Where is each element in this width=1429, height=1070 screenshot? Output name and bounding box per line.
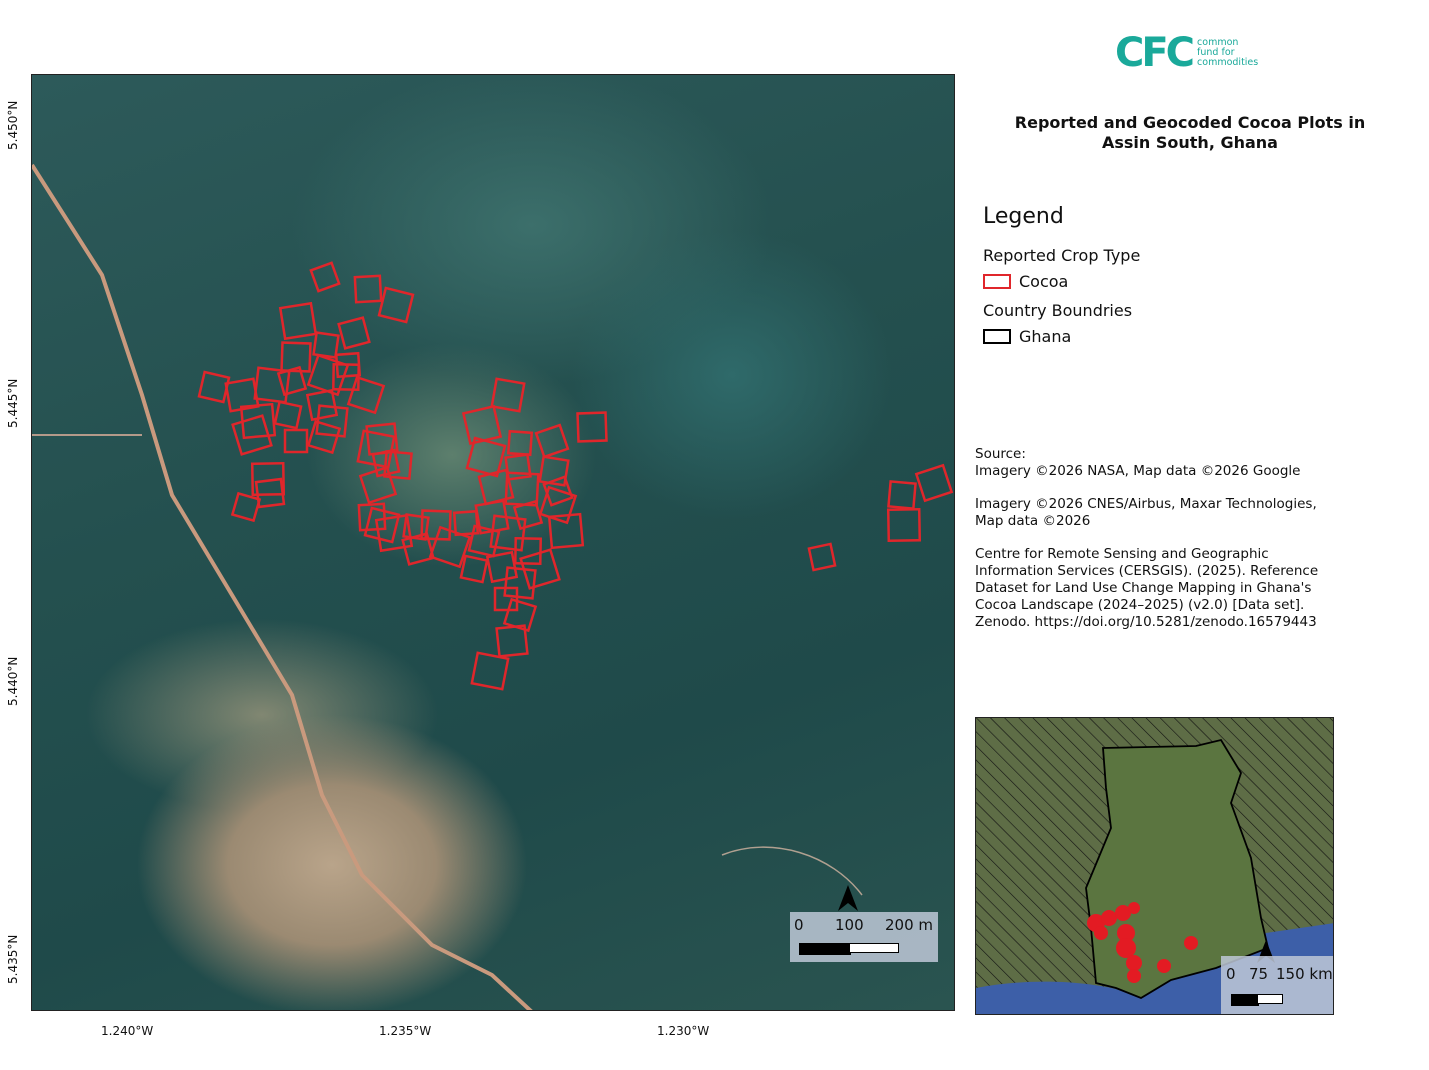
- cocoa-plot[interactable]: [358, 465, 398, 505]
- cocoa-plot[interactable]: [231, 414, 273, 456]
- cocoa-plot[interactable]: [519, 548, 561, 590]
- cocoa-plot[interactable]: [253, 366, 291, 404]
- ghana-swatch-icon: [983, 329, 1011, 344]
- cocoa-plot[interactable]: [489, 514, 527, 552]
- cocoa-plot[interactable]: [197, 370, 231, 404]
- cocoa-plot[interactable]: [346, 375, 386, 415]
- source-line: Imagery ©2026 CNES/Airbus, Maxar Technol…: [975, 496, 1317, 529]
- cocoa-plot[interactable]: [807, 542, 837, 572]
- cocoa-plot[interactable]: [512, 499, 544, 531]
- lat-label: 5.445°N: [6, 378, 20, 428]
- lat-label: 5.440°N: [6, 656, 20, 706]
- cocoa-plot[interactable]: [312, 331, 340, 359]
- cocoa-swatch-icon: [983, 274, 1011, 289]
- legend-label-ghana: Ghana: [1019, 327, 1072, 346]
- scale-bar: 0 100 200 m: [790, 912, 938, 962]
- lat-label: 5.450°N: [6, 100, 20, 150]
- cocoa-plot[interactable]: [474, 499, 510, 535]
- cocoa-plot[interactable]: [250, 461, 286, 497]
- cocoa-plot[interactable]: [914, 463, 954, 503]
- cocoa-plot[interactable]: [485, 550, 519, 584]
- cocoa-plot[interactable]: [374, 513, 414, 553]
- cfc-logo: CFC common fund for commodities: [1115, 33, 1258, 73]
- legend-heading-crop: Reported Crop Type: [983, 246, 1141, 265]
- source-text: Source: Imagery ©2026 NASA, Map data ©20…: [975, 446, 1345, 647]
- logo-text-3: commodities: [1197, 57, 1259, 68]
- legend-item-cocoa: Cocoa: [983, 272, 1068, 291]
- legend-heading-boundaries: Country Boundries: [983, 301, 1133, 320]
- cocoa-plot[interactable]: [514, 537, 542, 565]
- lon-label: 1.235°W: [379, 1024, 432, 1038]
- source-heading: Source:: [975, 446, 1026, 462]
- cocoa-plot[interactable]: [305, 388, 339, 422]
- cocoa-plot[interactable]: [886, 507, 922, 543]
- cocoa-plot[interactable]: [273, 400, 303, 430]
- logo-mark: CFC: [1115, 30, 1195, 76]
- cocoa-plot[interactable]: [459, 554, 489, 584]
- lon-label: 1.240°W: [101, 1024, 154, 1038]
- cocoa-plot[interactable]: [470, 651, 510, 691]
- scale-label: 150 km: [1276, 965, 1333, 983]
- cocoa-plot[interactable]: [357, 502, 387, 532]
- lon-label: 1.230°W: [657, 1024, 710, 1038]
- cocoa-plot[interactable]: [363, 506, 401, 544]
- cocoa-plot[interactable]: [401, 532, 435, 566]
- cocoa-plot[interactable]: [383, 450, 413, 480]
- cocoa-plot[interactable]: [337, 316, 371, 350]
- track: [721, 846, 863, 896]
- cocoa-plot[interactable]: [493, 586, 519, 612]
- legend-item-ghana: Ghana: [983, 327, 1071, 346]
- cocoa-plot[interactable]: [353, 274, 383, 304]
- scale-label: 200 m: [885, 916, 934, 934]
- cocoa-plot[interactable]: [254, 477, 286, 509]
- inset-scale-bar: 0 75 150 km: [1221, 956, 1333, 1014]
- legend-title: Legend: [983, 204, 1064, 229]
- cocoa-plot[interactable]: [461, 404, 503, 446]
- cocoa-plot[interactable]: [495, 624, 529, 658]
- inset-cocoa-plots: [1087, 902, 1198, 983]
- inset-locator-map[interactable]: 0 75 150 km: [975, 717, 1334, 1015]
- cocoa-plot[interactable]: [278, 301, 318, 341]
- cocoa-plot[interactable]: [887, 480, 917, 510]
- cocoa-plot[interactable]: [467, 524, 501, 558]
- cocoa-plot[interactable]: [230, 491, 262, 523]
- satellite-map[interactable]: [31, 74, 955, 1011]
- cocoa-plot[interactable]: [503, 566, 537, 600]
- cocoa-plot[interactable]: [538, 455, 570, 487]
- inset-overlay: [976, 718, 1333, 1014]
- road: [32, 163, 533, 1010]
- logo-text-2: fund for: [1197, 47, 1235, 58]
- logo-text-1: common: [1197, 37, 1239, 48]
- scale-label: 100: [835, 916, 864, 934]
- north-arrow-icon: [838, 885, 858, 911]
- legend-label-cocoa: Cocoa: [1019, 272, 1069, 291]
- cocoa-plot[interactable]: [506, 429, 534, 457]
- cocoa-plot[interactable]: [315, 404, 349, 438]
- cocoa-plot[interactable]: [490, 377, 526, 413]
- cocoa-plot[interactable]: [306, 419, 342, 455]
- cocoa-plot[interactable]: [576, 411, 608, 443]
- map-overlay: [32, 163, 954, 1010]
- scale-label: 75: [1249, 965, 1269, 983]
- scale-label: 0: [794, 916, 804, 934]
- cocoa-plot[interactable]: [465, 436, 507, 478]
- cocoa-plot[interactable]: [276, 365, 308, 397]
- cocoa-plot[interactable]: [534, 423, 570, 459]
- scale-label: 0: [1226, 965, 1236, 983]
- cocoa-plot[interactable]: [547, 512, 585, 550]
- cocoa-plot[interactable]: [504, 453, 532, 481]
- lat-label: 5.435°N: [6, 934, 20, 984]
- cocoa-plot[interactable]: [280, 341, 312, 373]
- cocoa-plot[interactable]: [309, 261, 341, 293]
- cocoa-plot[interactable]: [377, 286, 415, 324]
- source-line: Imagery ©2026 NASA, Map data ©2026 Googl…: [975, 463, 1301, 479]
- cocoa-plot[interactable]: [306, 353, 350, 397]
- cocoa-plot[interactable]: [283, 428, 309, 454]
- source-line: Centre for Remote Sensing and Geographic…: [975, 546, 1319, 630]
- cocoa-plot[interactable]: [538, 485, 578, 525]
- cocoa-plot[interactable]: [452, 509, 480, 537]
- map-title: Reported and Geocoded Cocoa Plots in Ass…: [1014, 113, 1366, 152]
- cocoa-plot[interactable]: [356, 429, 396, 469]
